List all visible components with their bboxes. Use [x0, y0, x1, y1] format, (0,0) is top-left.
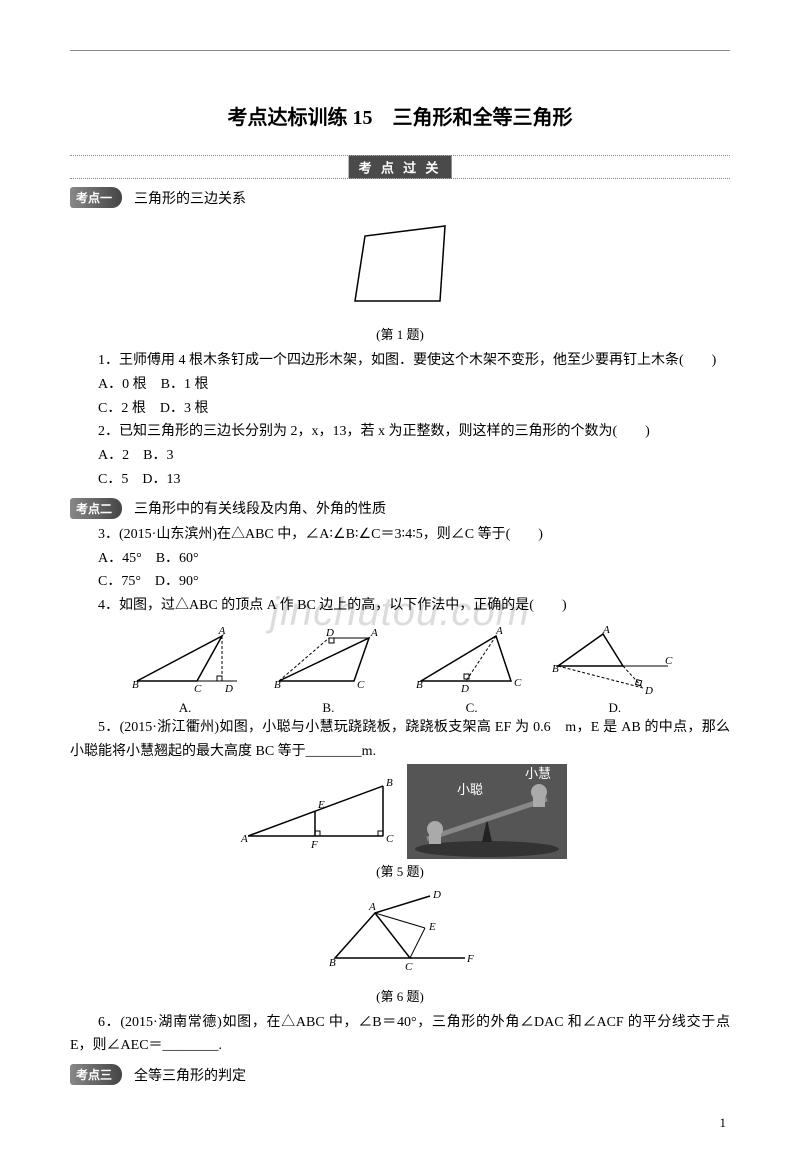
q3-text: 3．(2015·山东滨州)在△ABC 中，∠A∶∠B∶∠C＝3∶4∶5，则∠C … [70, 523, 730, 547]
q2-options-2: C．5 D．13 [98, 468, 730, 492]
svg-text:B: B [132, 679, 139, 691]
svg-text:B: B [274, 679, 281, 691]
q3-options-1: A．45° B．60° [98, 547, 730, 571]
svg-text:A: A [602, 626, 610, 636]
svg-text:B: B [329, 957, 336, 969]
q4-label-b: B. [258, 700, 398, 716]
top-rule [70, 50, 730, 51]
kaodian-2-tag: 考点二 [70, 498, 122, 519]
svg-text:C: C [665, 655, 673, 667]
svg-text:A: A [370, 627, 378, 639]
figure-1 [70, 216, 730, 316]
figure-1-caption: (第 1 题) [70, 324, 730, 343]
svg-text:小聪: 小聪 [457, 782, 483, 797]
q4-label-d: D. [545, 700, 685, 716]
svg-text:C: C [405, 961, 413, 973]
svg-text:A: A [240, 833, 248, 845]
q4-label-c: C. [402, 700, 542, 716]
svg-text:D: D [644, 685, 653, 696]
svg-text:小慧: 小慧 [525, 766, 551, 781]
svg-text:E: E [317, 799, 325, 811]
q1-text: 1．王师傅用 4 根木条钉成一个四边形木架，如图．要使这个木架不变形，他至少要再… [70, 349, 730, 373]
q3-options-2: C．75° D．90° [98, 570, 730, 594]
q2-options-1: A．2 B．3 [98, 444, 730, 468]
svg-text:A: A [495, 626, 503, 637]
figure-5-caption: (第 5 题) [70, 861, 730, 880]
svg-text:F: F [310, 839, 318, 851]
q4-labels: A. B. C. D. [70, 700, 730, 716]
page-title: 考点达标训练 15 三角形和全等三角形 [70, 101, 730, 130]
svg-text:C: C [386, 833, 394, 845]
q4-figures: A B C D D A B C A B D C [70, 626, 730, 696]
svg-text:D: D [224, 683, 233, 695]
svg-text:A: A [368, 901, 376, 913]
q5-text: 5．(2015·浙江衢州)如图，小聪与小慧玩跷跷板，跷跷板支架高 EF 为 0.… [70, 716, 730, 764]
kaodian-1-text: 三角形的三边关系 [134, 188, 246, 208]
q4-label-a: A. [115, 700, 255, 716]
svg-text:B: B [386, 777, 393, 789]
q1-options-1: A．0 根 B．1 根 [98, 373, 730, 397]
q2-text: 2．已知三角形的三边长分别为 2，x，13，若 x 为正整数，则这样的三角形的个… [70, 420, 730, 444]
kaodian-3: 考点三 全等三角形的判定 [70, 1064, 730, 1085]
svg-text:D: D [432, 889, 441, 901]
kaodian-3-tag: 考点三 [70, 1064, 122, 1085]
svg-text:D: D [460, 683, 469, 695]
q1-options-2: C．2 根 D．3 根 [98, 397, 730, 421]
kaodian-1: 考点一 三角形的三边关系 [70, 187, 730, 208]
svg-text:A: A [218, 626, 226, 637]
svg-text:C: C [514, 677, 522, 689]
kaodian-2-text: 三角形中的有关线段及内角、外角的性质 [134, 498, 386, 518]
svg-text:D: D [325, 627, 334, 639]
svg-text:C: C [357, 679, 365, 691]
section-bar: 考 点 过 关 [70, 155, 730, 179]
q4-text: 4．如图，过△ABC 的顶点 A 作 BC 边上的高，以下作法中，正确的是( ) [70, 594, 730, 618]
q6-text: 6．(2015·湖南常德)如图，在△ABC 中，∠B＝40°，三角形的外角∠DA… [70, 1011, 730, 1059]
svg-text:B: B [416, 679, 423, 691]
section-pill: 考 点 过 关 [349, 156, 452, 179]
figure-5: A B C E F 小聪 小慧 [70, 764, 730, 859]
svg-text:B: B [552, 663, 559, 675]
kaodian-1-tag: 考点一 [70, 187, 122, 208]
page-number: 1 [70, 1115, 730, 1131]
figure-6: A B C D E F [70, 888, 730, 978]
svg-text:E: E [428, 921, 436, 933]
svg-text:C: C [194, 683, 202, 695]
figure-6-caption: (第 6 题) [70, 986, 730, 1005]
svg-text:F: F [466, 953, 474, 965]
kaodian-3-text: 全等三角形的判定 [134, 1065, 246, 1085]
kaodian-2: 考点二 三角形中的有关线段及内角、外角的性质 [70, 498, 730, 519]
